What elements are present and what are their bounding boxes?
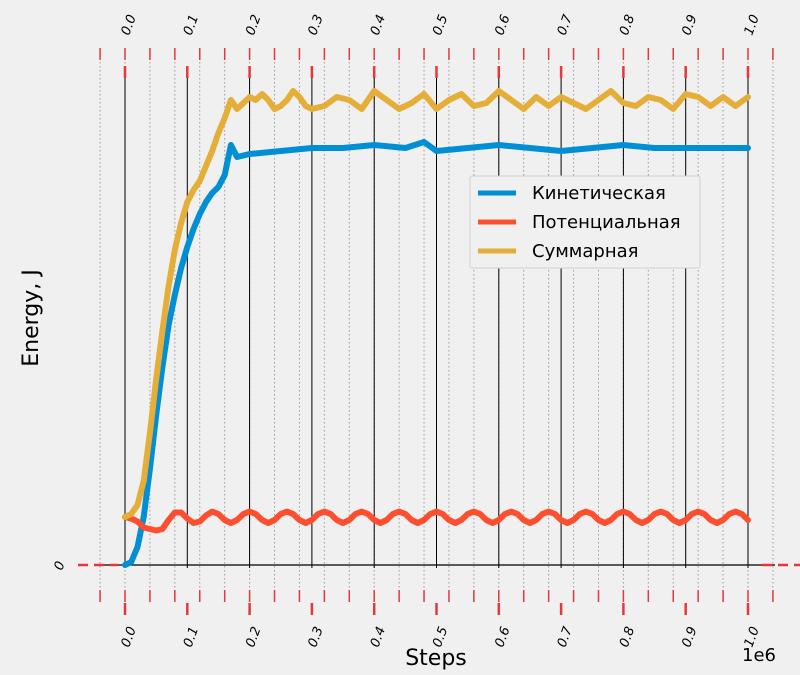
x-offset-label: 1e6	[742, 645, 776, 666]
x-tick-label-bottom: 0.1	[181, 625, 202, 650]
x-tick-label-bottom: 0.9	[679, 625, 700, 650]
x-tick-label-bottom: 0.4	[368, 625, 389, 650]
legend-label-potential: Потенциальная	[532, 212, 681, 233]
dash-ticks	[99, 48, 774, 615]
x-tick-label-bottom: 0.8	[617, 625, 638, 650]
legend: Кинетическая Потенциальная Суммарная	[469, 175, 701, 269]
series-lines	[122, 88, 751, 568]
x-tick-label-bottom: 0.2	[243, 625, 264, 650]
x-tick-label-top: 0.6	[492, 13, 513, 38]
x-tick-label-bottom: 0.6	[492, 625, 513, 650]
series-potential	[122, 508, 751, 534]
x-tick-label-top: 0.4	[368, 13, 389, 38]
series-kinetic	[122, 139, 751, 568]
x-axis-label: Steps	[405, 646, 467, 671]
x-tick-label-top: 1.0	[742, 13, 763, 38]
x-tick-label-bottom: 0.7	[555, 624, 576, 649]
x-tick-label-top: 0.0	[119, 13, 140, 38]
x-tick-label-top: 0.9	[679, 13, 700, 38]
x-tick-label-top: 0.3	[306, 13, 327, 38]
x-tick-label-bottom: 1.0	[742, 625, 763, 650]
bottom-tick-labels: 0.0 0.1 0.2 0.3 0.4 0.5 0.6 0.7 0.8 0.9 1.0	[119, 624, 763, 649]
y-axis-label: Energy, J	[19, 269, 44, 367]
x-tick-label-top: 0.2	[243, 13, 264, 38]
x-tick-label-bottom: 0.0	[119, 625, 140, 650]
x-tick-label-bottom: 0.5	[430, 625, 451, 650]
x-tick-label-top: 0.1	[181, 13, 202, 38]
x-tick-label-top: 0.5	[430, 13, 451, 38]
legend-label-total: Суммарная	[532, 241, 638, 262]
top-tick-labels: 0.0 0.1 0.2 0.3 0.4 0.5 0.6 0.7 0.8 0.9 1.0	[119, 12, 763, 37]
x-tick-label-top: 0.8	[617, 13, 638, 38]
legend-box	[469, 175, 701, 269]
x-tick-label-top: 0.7	[555, 12, 576, 37]
legend-label-kinetic: Кинетическая	[532, 183, 666, 204]
x-tick-label-bottom: 0.3	[306, 625, 327, 650]
series-total	[122, 88, 751, 520]
